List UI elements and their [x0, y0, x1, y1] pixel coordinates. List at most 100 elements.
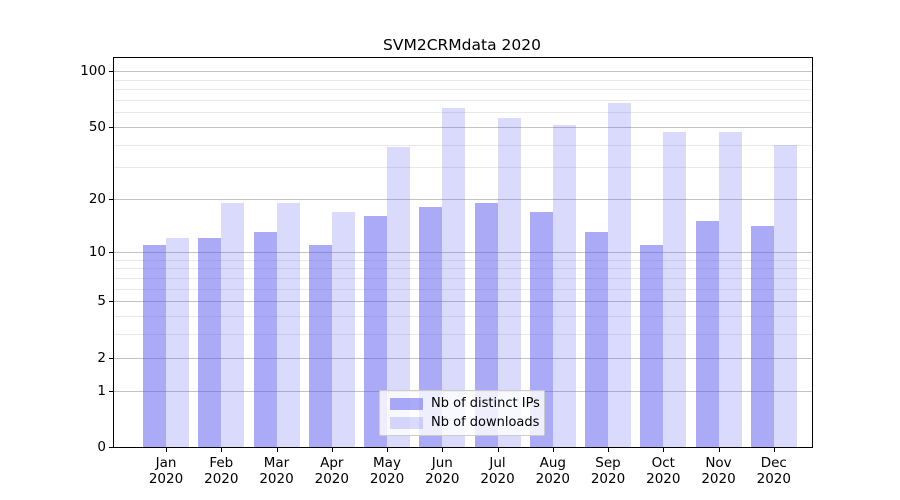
bar-distinct-ips-jun	[419, 207, 443, 447]
y-tick-10	[109, 251, 114, 253]
x-tick-label-feb: Feb 2020	[191, 455, 251, 487]
bar-distinct-ips-aug	[529, 211, 553, 447]
y-tick-label-100: 100	[80, 63, 106, 80]
gridline-minor-40	[114, 144, 812, 146]
x-tick-year-oct: 2020	[646, 470, 681, 487]
x-tick-label-mar: Mar 2020	[247, 455, 307, 487]
gridline-minor-70	[114, 99, 812, 101]
gridline-minor-30	[114, 167, 812, 169]
gridline-minor-80	[114, 89, 812, 91]
y-tick-2	[109, 357, 114, 359]
x-tick-label-apr: Apr 2020	[302, 455, 362, 487]
y-tick-5	[109, 301, 114, 303]
x-tick-label-jun: Jun 2020	[412, 455, 472, 487]
y-tick-label-5: 5	[97, 293, 106, 310]
x-tick-month-may: May	[373, 455, 401, 471]
x-tick-apr	[331, 448, 333, 452]
y-tick-label-2: 2	[97, 349, 106, 366]
x-tick-dec	[773, 448, 775, 452]
x-tick-month-jun: Jun	[431, 455, 453, 471]
y-tick-label-10: 10	[88, 243, 106, 260]
bar-downloads-oct	[663, 131, 687, 447]
gridline-major-5	[114, 301, 812, 303]
gridline-minor-7	[114, 277, 812, 279]
y-tick-label-0: 0	[97, 439, 106, 455]
x-tick-label-nov: Nov 2020	[689, 455, 749, 487]
y-tick-label-20: 20	[88, 191, 106, 207]
y-tick-20	[109, 199, 114, 201]
y-tick-1	[109, 390, 114, 392]
x-tick-month-sep: Sep	[595, 455, 621, 471]
x-tick-jan	[166, 448, 168, 452]
gridline-minor-60	[114, 112, 812, 114]
bar-downloads-aug	[552, 125, 576, 447]
bar-downloads-feb	[221, 203, 245, 447]
gridline-minor-8	[114, 268, 812, 269]
x-tick-label-sep: Sep 2020	[578, 455, 638, 487]
x-tick-month-oct: Oct	[651, 455, 675, 471]
bar-distinct-ips-feb	[198, 238, 222, 447]
bar-downloads-jun	[442, 108, 466, 447]
bar-downloads-jan	[166, 238, 189, 447]
gridline-major-50	[114, 126, 812, 128]
bar-downloads-jul	[497, 117, 521, 447]
x-tick-year-sep: 2020	[590, 470, 626, 487]
bar-distinct-ips-nov	[695, 221, 719, 447]
x-tick-year-jun: 2020	[425, 470, 460, 487]
bar-downloads-mar	[276, 203, 300, 447]
x-tick-feb	[221, 448, 223, 452]
bar-distinct-ips-jan	[143, 244, 166, 447]
bar-downloads-may	[387, 146, 410, 447]
x-tick-year-dec: 2020	[756, 470, 791, 487]
bar-downloads-sep	[608, 103, 631, 447]
x-tick-month-aug: Aug	[539, 455, 566, 471]
x-tick-label-dec: Dec 2020	[744, 455, 804, 487]
x-tick-year-jul: 2020	[480, 470, 515, 487]
y-tick-100	[109, 71, 114, 73]
x-tick-label-oct: Oct 2020	[633, 455, 693, 487]
x-tick-month-dec: Dec	[760, 455, 787, 471]
gridline-minor-90	[114, 79, 812, 81]
gridline-major-20	[114, 199, 812, 200]
bar-distinct-ips-sep	[585, 232, 608, 447]
x-tick-label-jan: Jan 2020	[136, 455, 196, 487]
x-tick-year-mar: 2020	[259, 470, 294, 487]
legend-item-distinct-ips: Nb of distinct IPs	[380, 396, 544, 411]
bar-distinct-ips-jul	[474, 203, 498, 447]
x-tick-month-jul: Jul	[489, 455, 506, 471]
legend-label-downloads: Nb of downloads	[431, 415, 540, 430]
gridline-major-2	[114, 357, 812, 359]
gridline-minor-9	[114, 259, 812, 261]
x-tick-month-feb: Feb	[209, 455, 234, 471]
x-tick-month-mar: Mar	[263, 455, 290, 471]
bar-downloads-dec	[773, 144, 797, 447]
x-tick-year-nov: 2020	[701, 470, 736, 487]
x-tick-month-nov: Nov	[705, 455, 732, 471]
y-tick-label-1: 1	[97, 382, 106, 399]
bar-distinct-ips-dec	[750, 226, 774, 447]
x-tick-may	[387, 448, 389, 452]
bar-downloads-nov	[718, 131, 742, 447]
x-tick-label-may: May 2020	[357, 455, 417, 487]
x-tick-label-jul: Jul 2020	[468, 455, 528, 487]
legend-label-distinct-ips: Nb of distinct IPs	[431, 396, 540, 411]
x-tick-year-aug: 2020	[535, 470, 570, 487]
y-tick-0	[109, 447, 114, 449]
x-tick-month-apr: Apr	[320, 455, 344, 471]
x-tick-year-may: 2020	[369, 470, 405, 487]
plot-area: 100 50 20 10 5 2 1 0 Jan 2020 Feb 2020 Mar 2020 Apr 202…	[80, 57, 813, 486]
gridline-minor-4	[114, 315, 812, 317]
legend: Nb of distinct IPs Nb of downloads	[379, 390, 545, 436]
gridline-major-100	[114, 71, 812, 73]
x-tick-oct	[663, 448, 665, 452]
x-tick-month-jan: Jan	[155, 455, 177, 471]
bar-distinct-ips-oct	[640, 244, 664, 447]
x-tick-jul	[497, 448, 499, 452]
x-tick-nov	[718, 448, 720, 452]
y-tick-label-50: 50	[88, 118, 106, 135]
gridline-minor-6	[114, 288, 812, 290]
x-tick-mar	[276, 448, 278, 452]
x-tick-jun	[442, 448, 444, 452]
bar-distinct-ips-may	[364, 216, 387, 447]
